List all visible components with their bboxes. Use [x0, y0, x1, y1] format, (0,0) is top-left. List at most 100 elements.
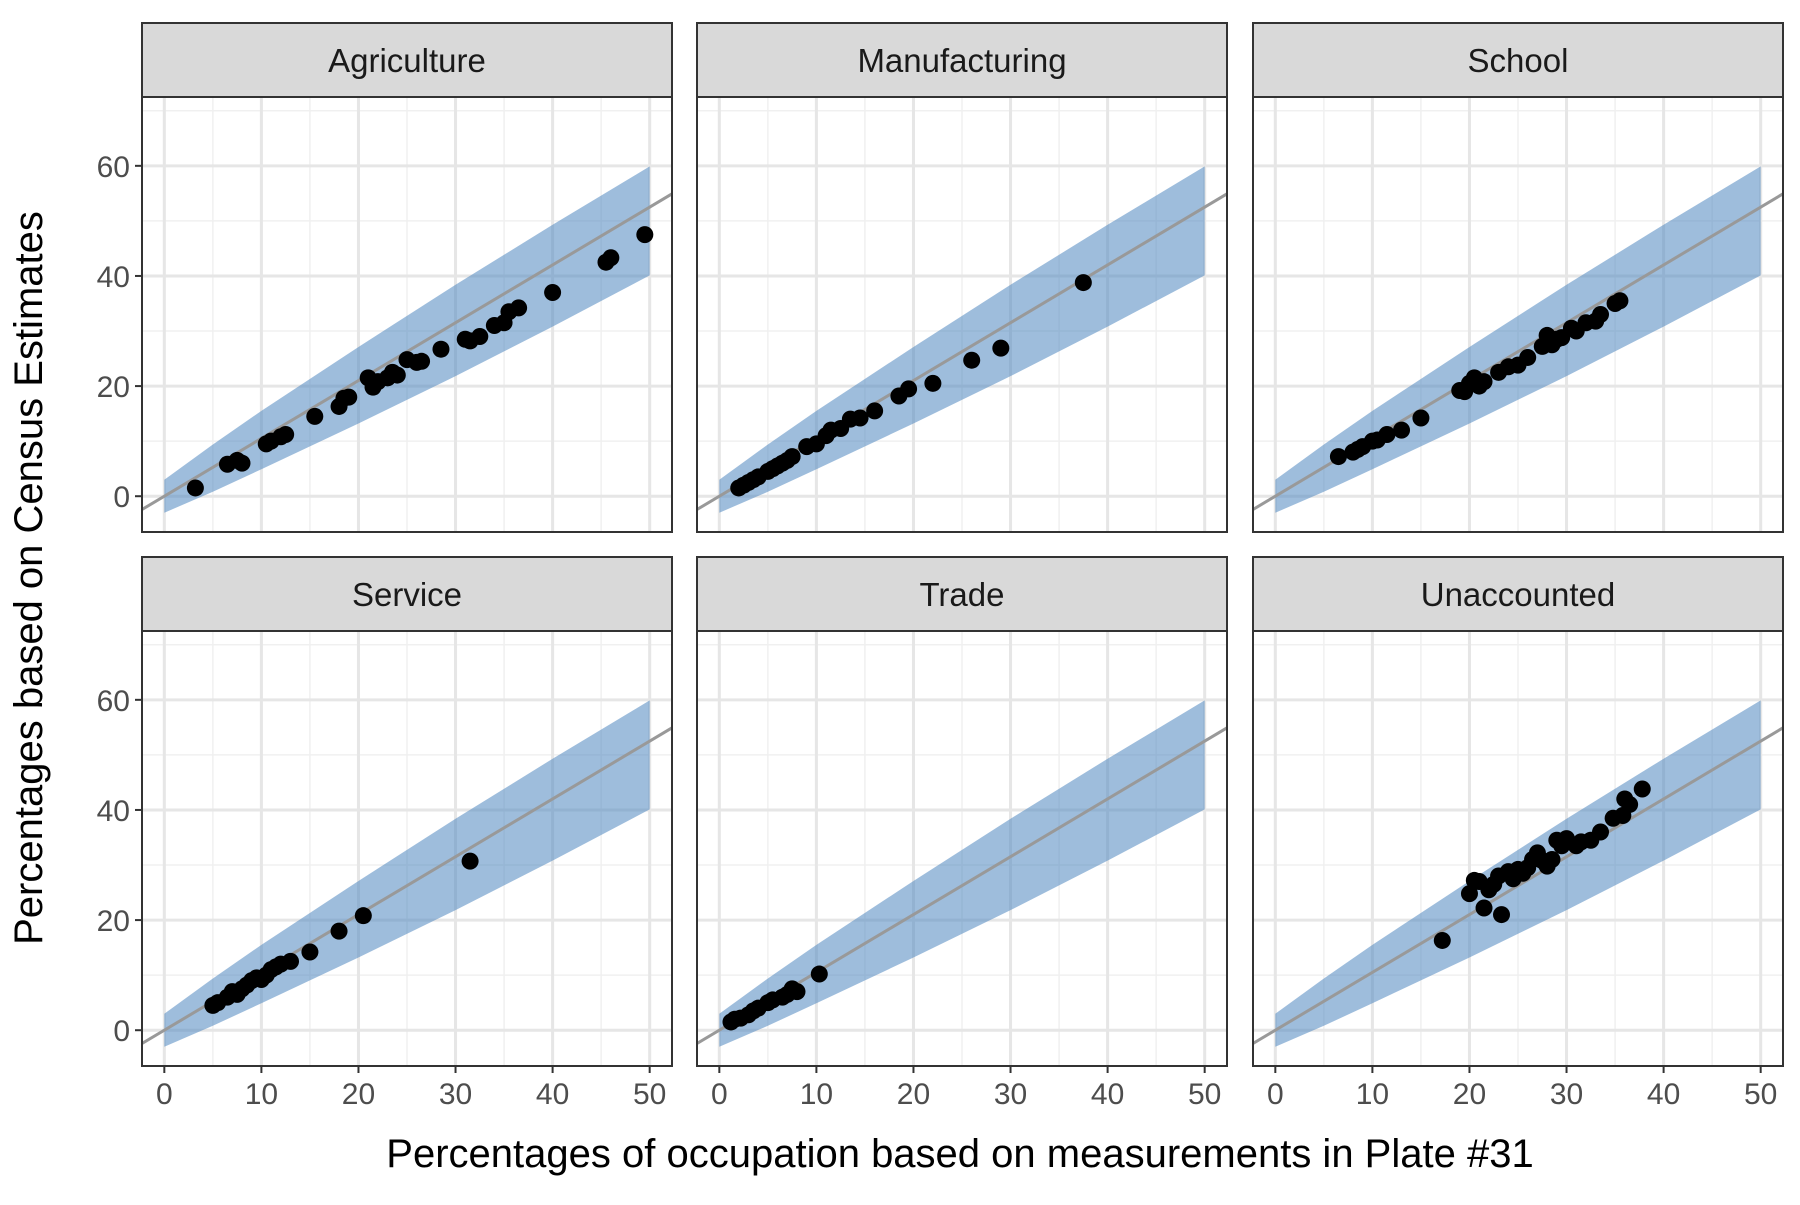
data-point: [1378, 426, 1396, 444]
data-point: [340, 388, 358, 406]
data-point: [636, 226, 654, 244]
facet-title: Agriculture: [328, 42, 486, 79]
data-point: [1592, 823, 1610, 841]
y-tick-label: 60: [97, 685, 130, 718]
x-tick-label: 0: [156, 1078, 173, 1111]
data-point: [1329, 448, 1347, 466]
facet-strip: [141, 22, 673, 98]
panel-manufacturing: Manufacturing: [696, 22, 1228, 533]
data-point: [851, 409, 869, 427]
panel-plot: [697, 700, 1227, 1047]
x-tick-label: 50: [1188, 1078, 1221, 1111]
x-tick-label: 30: [994, 1078, 1027, 1111]
data-point: [1074, 274, 1092, 292]
panel-plot: [697, 166, 1227, 513]
facet-strip: [141, 556, 673, 632]
x-tick-label: 50: [1744, 1078, 1777, 1111]
data-point: [602, 249, 620, 267]
data-point: [1475, 373, 1493, 391]
x-tick-label: 50: [633, 1078, 666, 1111]
x-tick-label: 10: [245, 1078, 278, 1111]
x-tick-label: 30: [439, 1078, 472, 1111]
data-point: [1592, 306, 1610, 323]
data-point: [1460, 885, 1478, 903]
x-tick-label: 30: [1550, 1078, 1583, 1111]
y-tick-label: 40: [97, 261, 130, 294]
facet-title: Trade: [920, 576, 1005, 613]
data-point: [301, 943, 319, 961]
data-point: [186, 479, 204, 497]
facet-title: Service: [352, 576, 462, 613]
panel-plot: [1253, 700, 1783, 1047]
data-point: [992, 339, 1010, 357]
data-point: [233, 454, 251, 472]
panel-unaccounted: Unaccounted 0 10 20 30 40 50: [1252, 556, 1784, 1111]
panel-service: Service 0 10 20 30 40 50 0 20 40 60: [97, 556, 673, 1111]
x-tick-label: 40: [1091, 1078, 1124, 1111]
data-point: [544, 283, 562, 301]
x-tick-label: 40: [1647, 1078, 1680, 1111]
x-tick-label: 10: [800, 1078, 833, 1111]
data-point: [413, 352, 431, 370]
x-tick-label: 20: [342, 1078, 375, 1111]
panel-border: [141, 630, 673, 1067]
data-point: [388, 366, 406, 384]
data-point: [282, 952, 300, 970]
data-point: [866, 402, 884, 420]
data-point: [1519, 348, 1537, 366]
facet-strip: [696, 22, 1228, 98]
y-axis-title: Percentages based on Census Estimates: [7, 211, 51, 945]
facet-strip: [1252, 22, 1784, 98]
panel-plot: [142, 166, 672, 513]
x-tick-label: 20: [1453, 1078, 1486, 1111]
data-point: [306, 407, 324, 425]
panel-agriculture: Agriculture 0 20 40 60: [97, 22, 673, 533]
data-point: [510, 299, 528, 317]
data-point: [810, 965, 828, 983]
data-point: [963, 351, 981, 369]
data-point: [1412, 409, 1430, 427]
data-point: [924, 374, 942, 392]
x-tick-label: 0: [1267, 1078, 1284, 1111]
facet-strip: [696, 556, 1228, 632]
facet-title: Unaccounted: [1421, 576, 1615, 613]
data-point: [788, 983, 806, 1001]
prediction-band: [719, 700, 1205, 1047]
panel-border: [141, 96, 673, 533]
x-tick-label: 20: [897, 1078, 930, 1111]
data-point: [330, 922, 348, 940]
data-point: [354, 907, 372, 925]
panel-plot: [142, 700, 672, 1047]
y-tick-label: 60: [97, 151, 130, 184]
data-point: [1433, 931, 1451, 949]
data-point: [461, 852, 479, 870]
panel-border: [1252, 96, 1784, 533]
y-tick-label: 0: [113, 1015, 130, 1048]
data-point: [783, 448, 801, 466]
data-point: [1611, 292, 1629, 310]
data-point: [277, 426, 295, 444]
data-point: [900, 380, 918, 398]
facet-title: School: [1468, 42, 1569, 79]
y-tick-label: 40: [97, 795, 130, 828]
panel-border: [696, 96, 1228, 533]
panel-border: [696, 630, 1228, 1067]
data-point: [1543, 851, 1561, 869]
x-tick-label: 40: [536, 1078, 569, 1111]
panel-plot: [1253, 166, 1783, 513]
data-point: [1621, 795, 1639, 813]
y-tick-label: 20: [97, 905, 130, 938]
data-point: [432, 340, 450, 358]
facet-strip: [1252, 556, 1784, 632]
data-point: [1475, 899, 1493, 917]
panel-border: [1252, 630, 1784, 1067]
x-tick-label: 0: [711, 1078, 728, 1111]
x-axis-title: Percentages of occupation based on measu…: [386, 1132, 1533, 1176]
y-tick-label: 20: [97, 371, 130, 404]
panel-trade: Trade 0 10 20 30 40 50: [696, 556, 1228, 1111]
data-point: [1393, 421, 1411, 439]
data-point: [471, 328, 489, 346]
y-tick-label: 0: [113, 481, 130, 514]
